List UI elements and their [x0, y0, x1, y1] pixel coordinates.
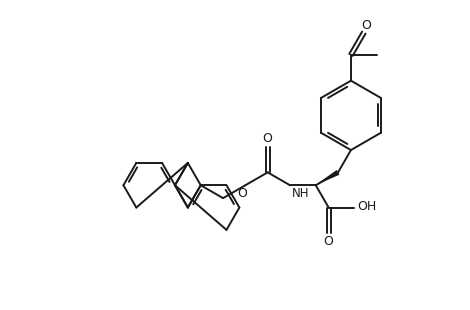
Text: NH: NH: [292, 187, 310, 200]
Text: O: O: [237, 187, 247, 200]
Polygon shape: [315, 170, 339, 185]
Text: O: O: [263, 132, 273, 145]
Text: O: O: [324, 235, 334, 248]
Text: OH: OH: [358, 200, 377, 213]
Text: O: O: [361, 19, 371, 32]
